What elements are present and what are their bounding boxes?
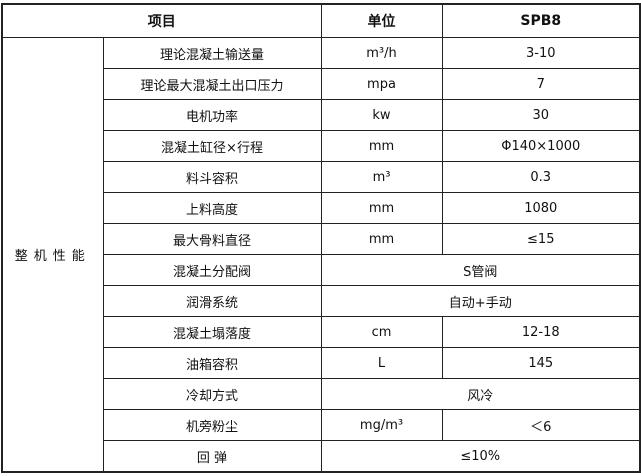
table-row: 整机性能 理论混凝土输送量 m³/h 3-10 — [1, 37, 641, 473]
unit-cell: m³ — [320, 161, 443, 193]
unit-cell: L — [320, 347, 443, 379]
spec-table: 项目 单位 SPB8 整机性能 理论混凝土输送量 m³/h 3-10 理论最大混凝土出口… — [1, 3, 641, 473]
header-row: 项目 单位 SPB8 — [1, 3, 641, 38]
unit-cell: mm — [320, 130, 443, 162]
item-cell: 理论混凝土输送量 — [102, 37, 322, 69]
unit-cell: kw — [320, 99, 443, 131]
value-cell: 3-10 — [441, 37, 641, 69]
header-item: 项目 — [1, 3, 322, 38]
item-cell: 料斗容积 — [102, 161, 322, 193]
table-row: 料斗容积 m³ 0.3 — [2, 161, 641, 193]
table-row: 机旁粉尘 mg/m³ ＜6 — [2, 409, 641, 441]
unit-cell: mg/m³ — [320, 409, 443, 441]
unit-cell: mpa — [320, 68, 443, 100]
unit-cell: m³/h — [320, 37, 443, 69]
value-cell: 7 — [441, 68, 641, 100]
item-cell: 润滑系统 — [102, 285, 322, 317]
item-cell: 混凝土分配阀 — [102, 254, 322, 286]
header-unit: 单位 — [320, 3, 443, 38]
item-cell: 最大骨料直径 — [102, 223, 322, 255]
item-cell: 理论最大混凝土出口压力 — [102, 68, 322, 100]
item-cell: 上料高度 — [102, 192, 322, 224]
value-cell: 0.3 — [441, 161, 641, 193]
item-cell: 电机功率 — [102, 99, 322, 131]
merged-value-cell: 风冷 — [320, 378, 641, 410]
table-row: 最大骨料直径 mm ≤15 — [2, 223, 641, 255]
unit-cell: mm — [320, 223, 443, 255]
table-row: 混凝土缸径×行程 mm Φ140×1000 — [2, 130, 641, 162]
value-cell: ≤15 — [441, 223, 641, 255]
item-cell: 油箱容积 — [102, 347, 322, 379]
group-label: 整机性能 — [1, 37, 104, 473]
item-cell: 混凝土缸径×行程 — [102, 130, 322, 162]
value-cell: Φ140×1000 — [441, 130, 641, 162]
table-row: 混凝土分配阀 S管阀 — [2, 254, 641, 286]
item-cell: 冷却方式 — [102, 378, 322, 410]
item-cell: 回 弹 — [102, 440, 322, 473]
value-cell: ＜6 — [441, 409, 641, 441]
value-cell: 1080 — [441, 192, 641, 224]
value-cell: 30 — [441, 99, 641, 131]
value-cell: 145 — [441, 347, 641, 379]
table-row: 理论最大混凝土出口压力 mpa 7 — [2, 68, 641, 100]
table-row: 冷却方式 风冷 — [2, 378, 641, 410]
merged-value-cell: S管阀 — [320, 254, 641, 286]
item-cell: 混凝土塌落度 — [102, 316, 322, 348]
merged-value-cell: 自动+手动 — [320, 285, 641, 317]
unit-cell: cm — [320, 316, 443, 348]
value-cell: 12-18 — [441, 316, 641, 348]
table-row: 回 弹 ≤10% — [2, 440, 641, 473]
table-row: 油箱容积 L 145 — [2, 347, 641, 379]
item-cell: 机旁粉尘 — [102, 409, 322, 441]
header-model: SPB8 — [441, 3, 641, 38]
unit-cell: mm — [320, 192, 443, 224]
merged-value-cell: ≤10% — [320, 440, 641, 473]
